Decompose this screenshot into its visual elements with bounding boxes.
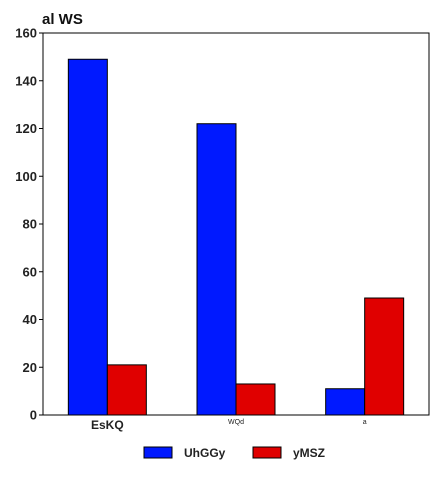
- x-axis: EsKQ WQd a: [91, 418, 367, 432]
- y-tick-label: 100: [15, 169, 37, 184]
- bar-yMSZ-WQd: [235, 383, 276, 416]
- x-tick-label: WQd: [228, 419, 244, 426]
- legend-label: yMSZ: [293, 446, 325, 460]
- x-tick-label: a: [363, 419, 367, 426]
- y-tick-label: 60: [23, 264, 37, 279]
- y-tick-label: 0: [30, 408, 37, 423]
- legend-swatch: [252, 446, 282, 459]
- bars-layer: [67, 58, 405, 416]
- y-tick-label: 120: [15, 121, 37, 136]
- y-tick-label: 20: [23, 360, 37, 375]
- chart-title: al WS: [42, 11, 83, 28]
- bar-yMSZ-EsKQ: [106, 364, 147, 416]
- bar-UhGGy-a: [325, 388, 366, 416]
- legend: UhGGy yMSZ: [143, 446, 325, 460]
- bar-UhGGy-WQd: [196, 123, 237, 416]
- bar-yMSZ-a: [364, 297, 405, 416]
- y-tick-label: 140: [15, 73, 37, 88]
- y-tick-label: 160: [15, 26, 37, 41]
- bar-UhGGy-EsKQ: [67, 58, 108, 416]
- legend-swatch: [143, 446, 173, 459]
- y-axis: 0 20 40 60 80 100 120 140 160: [15, 26, 43, 423]
- y-tick-label: 80: [23, 217, 37, 232]
- legend-label: UhGGy: [184, 446, 226, 460]
- y-tick-label: 40: [23, 312, 37, 327]
- x-tick-label: EsKQ: [91, 418, 124, 432]
